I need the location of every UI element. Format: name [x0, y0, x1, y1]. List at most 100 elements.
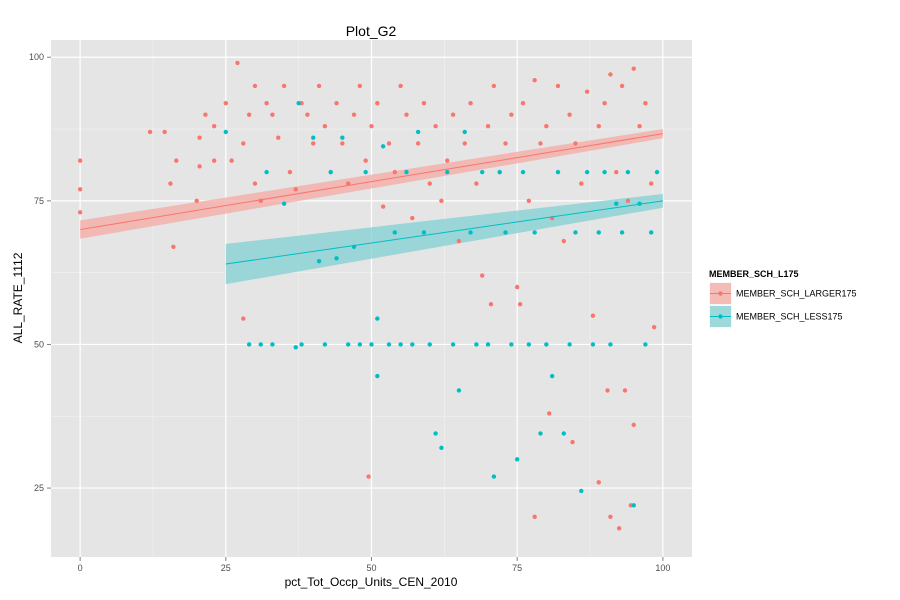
- y-tick-label: 100: [29, 52, 44, 62]
- data-point: [450, 112, 456, 117]
- data-point: [491, 474, 497, 479]
- chart-title: Plot_G2: [346, 23, 397, 39]
- data-point: [421, 230, 427, 235]
- data-point: [651, 325, 657, 330]
- data-point: [567, 112, 572, 117]
- data-point: [369, 342, 374, 347]
- data-point: [526, 198, 532, 204]
- data-point: [573, 141, 578, 146]
- data-point: [328, 169, 333, 175]
- data-point: [491, 83, 497, 89]
- data-point: [468, 100, 473, 106]
- data-point: [456, 388, 462, 393]
- data-point: [357, 83, 363, 89]
- data-point: [299, 342, 304, 347]
- data-point: [497, 169, 502, 175]
- data-point: [555, 169, 561, 175]
- legend-label: MEMBER_SCH_LESS175: [736, 312, 843, 322]
- x-tick-label: 0: [78, 563, 83, 573]
- data-point: [608, 72, 613, 77]
- data-point: [520, 100, 526, 106]
- data-point: [404, 112, 409, 117]
- data-point: [380, 144, 386, 149]
- data-point: [316, 258, 322, 264]
- data-point: [538, 431, 543, 436]
- legend-title: MEMBER_SCH_L175: [709, 269, 799, 279]
- data-point: [456, 238, 462, 244]
- data-point: [311, 135, 316, 140]
- data-point: [386, 342, 392, 347]
- data-point: [171, 244, 176, 249]
- data-point: [258, 342, 263, 347]
- data-point: [77, 187, 83, 192]
- data-point: [439, 445, 444, 451]
- data-point: [567, 342, 572, 347]
- data-point: [421, 100, 427, 106]
- y-tick-label: 75: [34, 196, 44, 206]
- data-point: [631, 66, 636, 71]
- data-point: [270, 112, 275, 117]
- data-point: [509, 342, 514, 347]
- data-point: [281, 201, 287, 206]
- data-point: [197, 135, 202, 140]
- data-point: [229, 158, 234, 163]
- data-point: [252, 181, 258, 186]
- data-point: [584, 89, 590, 94]
- data-point: [625, 198, 631, 204]
- data-point: [235, 60, 240, 66]
- data-point: [427, 181, 432, 186]
- data-point: [241, 316, 246, 321]
- data-point: [532, 78, 537, 83]
- data-point: [363, 169, 368, 175]
- data-point: [404, 169, 409, 175]
- data-point: [363, 158, 368, 163]
- data-point: [561, 238, 566, 244]
- data-point: [488, 302, 494, 307]
- data-point: [596, 480, 601, 485]
- data-point: [392, 230, 398, 235]
- data-point: [462, 129, 467, 135]
- data-point: [526, 342, 532, 347]
- data-point: [579, 181, 584, 186]
- trend-line-1: [225, 200, 663, 265]
- data-points: [77, 60, 660, 531]
- data-point: [649, 181, 654, 186]
- data-point: [596, 123, 601, 129]
- legend-key-point: [718, 314, 723, 319]
- data-point: [340, 135, 345, 140]
- data-point: [174, 158, 179, 163]
- data-point: [445, 169, 450, 175]
- y-axis-title: ALL_RATE_1112: [11, 252, 25, 343]
- data-point: [590, 342, 596, 347]
- data-point: [608, 514, 613, 519]
- data-point: [570, 439, 575, 445]
- data-point: [619, 83, 625, 89]
- data-point: [345, 181, 351, 186]
- data-point: [631, 422, 636, 428]
- data-point: [410, 215, 415, 221]
- data-point: [162, 129, 167, 135]
- data-point: [468, 230, 473, 235]
- data-point: [241, 141, 246, 146]
- data-point: [433, 431, 438, 436]
- data-point: [77, 158, 83, 163]
- data-point: [631, 503, 636, 508]
- data-point: [168, 181, 173, 186]
- data-point: [252, 83, 258, 89]
- confidence-band-0: [80, 129, 663, 239]
- data-point: [203, 112, 208, 117]
- legend-key-point: [718, 291, 723, 296]
- trend-lines: [80, 133, 663, 265]
- data-point: [619, 230, 625, 235]
- data-point: [579, 488, 584, 494]
- data-point: [590, 313, 596, 318]
- data-point: [311, 141, 316, 146]
- data-point: [649, 230, 654, 235]
- data-point: [622, 388, 628, 393]
- data-point: [485, 342, 491, 347]
- data-point: [345, 342, 351, 347]
- data-point: [462, 141, 467, 146]
- data-point: [549, 373, 555, 379]
- data-point: [602, 100, 607, 106]
